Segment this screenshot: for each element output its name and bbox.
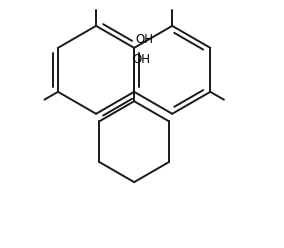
Text: OH: OH <box>136 33 154 46</box>
Text: OH: OH <box>133 53 151 65</box>
